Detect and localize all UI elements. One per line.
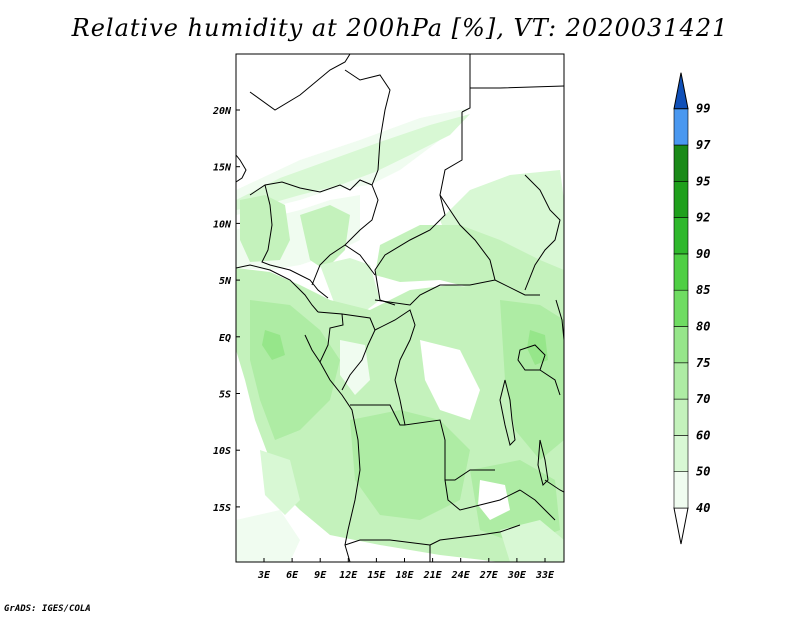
colorbar-label: 60	[696, 428, 710, 442]
boundaries	[236, 54, 564, 562]
lat-tick-label: 10S	[213, 446, 231, 457]
border-sudan-ss	[439, 194, 496, 281]
border-gabon	[304, 311, 344, 364]
humidity-region-50-cmr	[320, 258, 380, 315]
lake-malawi	[537, 439, 549, 486]
colorbar-high-arrow	[673, 72, 689, 110]
lon-tick-label: 15E	[367, 570, 386, 581]
border-tz-moz	[544, 479, 564, 493]
lon-tick-label: 18E	[395, 570, 414, 581]
humidity-region-60-car	[375, 225, 564, 300]
colorbar-segment	[673, 435, 689, 472]
border-nigeria	[261, 184, 329, 299]
colorbar-segment	[673, 326, 689, 364]
colorbar-label: 50	[696, 465, 710, 479]
colorbar-label: 85	[696, 283, 710, 297]
border-car-drc	[374, 279, 540, 306]
colorbar: 40 50 60 70 75 80 85 90 92 95 97 99	[673, 72, 711, 545]
coastline-gulf	[236, 264, 319, 313]
dry-patch-3	[478, 480, 510, 520]
border-algeria-libya	[344, 69, 391, 186]
border-congo	[341, 313, 376, 391]
colorbar-label: 90	[696, 247, 710, 261]
border-nigeria-cmr	[311, 184, 379, 286]
border-angola-south	[344, 539, 431, 546]
east-coast	[555, 299, 564, 341]
lat-tick-label: 20N	[212, 106, 232, 117]
border-drc-west	[374, 309, 495, 481]
colorbar-low-arrow	[673, 507, 689, 545]
lat-tick-label: 15S	[213, 503, 231, 514]
colorbar-segment	[673, 217, 689, 255]
humidity-region-70-south	[350, 410, 470, 520]
border-namibia	[429, 524, 521, 546]
humidity-region-50-north	[236, 114, 470, 210]
colorbar-segment	[673, 253, 689, 291]
colorbar-label: 99	[696, 102, 710, 116]
lat-tick-label: EQ	[219, 333, 231, 344]
border-cmr	[344, 244, 376, 276]
border-chad-sudan	[374, 112, 463, 306]
coastline-angola	[319, 361, 361, 562]
border-egypt-sudan	[470, 85, 564, 89]
humidity-region-50-se-coast	[500, 520, 564, 562]
lon-tick-label: 6E	[286, 570, 299, 581]
border-ethiopia	[524, 174, 561, 291]
humidity-region-50-west	[240, 195, 290, 262]
dry-patch-1	[420, 340, 480, 420]
dry-patch-2	[340, 340, 370, 395]
humidity-region-50-sw	[260, 450, 300, 515]
lon-tick-label: 12E	[339, 570, 358, 581]
lon-tick-label: 24E	[451, 570, 471, 581]
colorbar-segment	[673, 362, 689, 400]
axis-ticks: 20N 15N 10N 5N EQ 5S 10S 15S 3E 6E 9E 12E 15E 18E 21E 2…	[212, 106, 555, 581]
colorbar-label: 80	[696, 320, 710, 334]
colorbar-label: 92	[696, 211, 710, 225]
colorbar-segment	[673, 471, 689, 509]
colorbar-segment	[673, 398, 689, 436]
dry-patch-5	[236, 510, 300, 562]
lat-tick-label: 5S	[219, 390, 231, 401]
humidity-region-70-east	[500, 300, 564, 460]
colorbar-segment	[673, 108, 689, 146]
border-angola	[350, 404, 405, 426]
lon-tick-label: 27E	[479, 570, 499, 581]
humidity-region-75-spot1	[262, 330, 285, 360]
colorbar-segment	[673, 289, 689, 327]
colorbar-label: 97	[696, 138, 711, 152]
lon-tick-label: 33E	[535, 570, 555, 581]
coastline-west	[236, 154, 247, 183]
lon-tick-label: 9E	[314, 570, 327, 581]
border-zambia	[444, 479, 521, 511]
lon-tick-label: 21E	[423, 570, 443, 581]
dry-patch-4	[236, 440, 260, 520]
colorbar-label: 70	[696, 392, 710, 406]
credit-label: GrADS: IGES/COLA	[4, 604, 91, 614]
lake-tanganyika	[499, 379, 516, 446]
border-kenya-tz	[539, 369, 561, 396]
lon-tick-label: 30E	[507, 570, 527, 581]
lon-tick-label: 3E	[257, 570, 271, 581]
humidity-region-60-band	[300, 205, 350, 270]
lat-tick-label: 5N	[219, 276, 232, 287]
lat-tick-label: 15N	[213, 163, 232, 174]
border-libya-egypt	[461, 54, 471, 113]
colorbar-label: 95	[696, 174, 710, 188]
map-frame	[235, 53, 565, 563]
colorbar-label: 75	[696, 356, 710, 370]
border-mali-niger	[249, 54, 351, 111]
border-moz-zim	[519, 489, 556, 521]
map-title: Relative humidity at 200hPa [%], VT: 202…	[71, 14, 729, 42]
humidity-field	[236, 108, 564, 562]
colorbar-segment	[673, 144, 689, 182]
colorbar-label: 40	[696, 501, 710, 515]
colorbar-segment	[673, 181, 689, 218]
lat-tick-label: 10N	[213, 219, 232, 230]
border-chad-niger	[249, 179, 373, 196]
